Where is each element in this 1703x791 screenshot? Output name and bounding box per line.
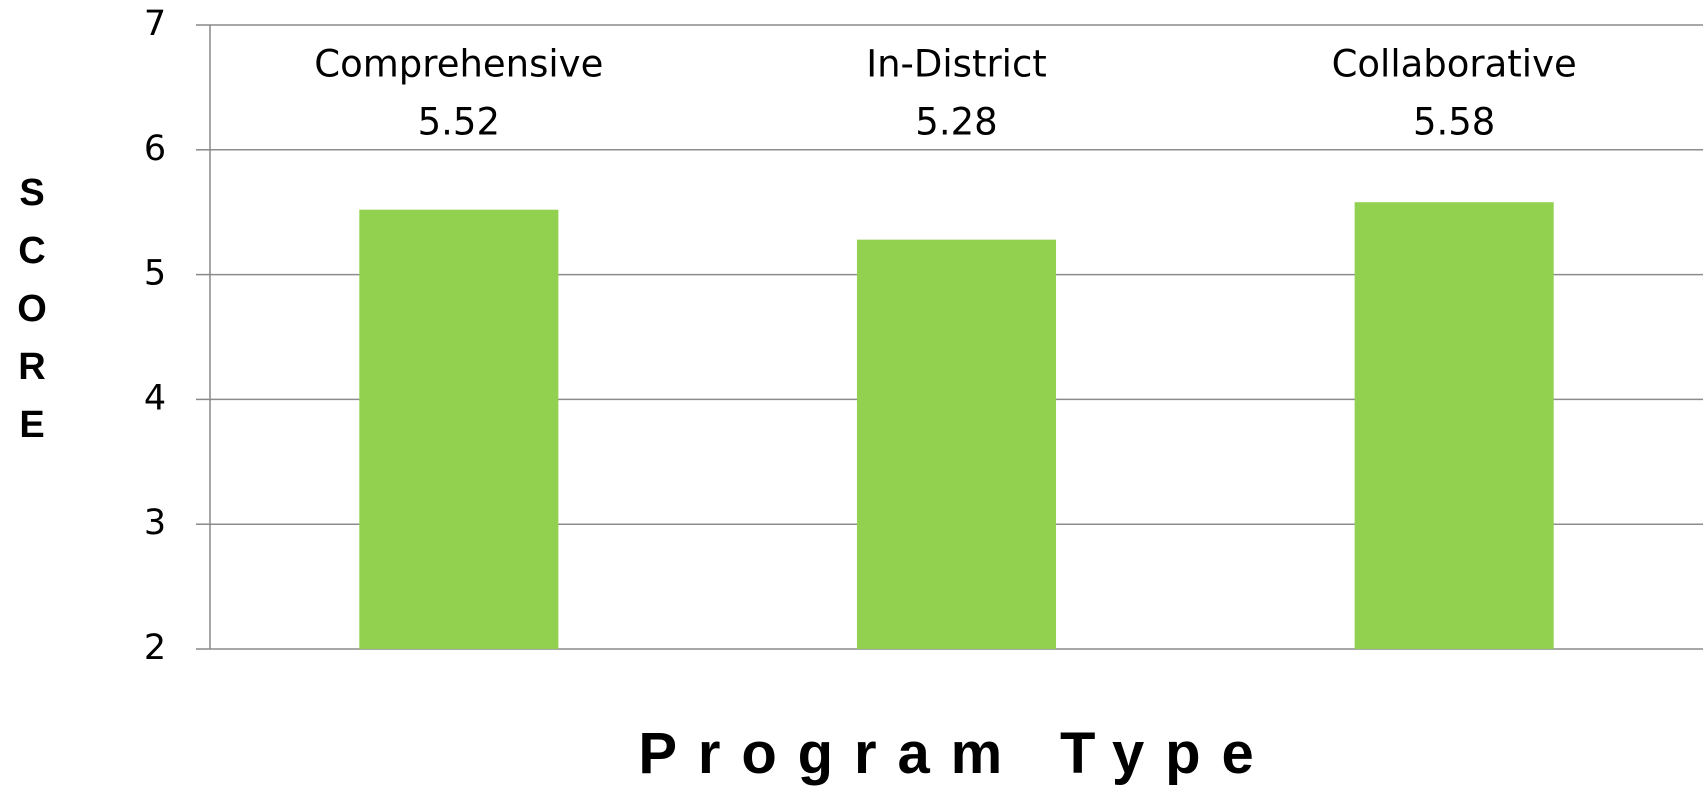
data-label: 5.58 [1413, 101, 1495, 144]
y-tick-label: 2 [144, 628, 166, 668]
bar [359, 209, 559, 650]
category-label: Collaborative [1332, 43, 1577, 86]
y-tick-label: 3 [144, 503, 166, 543]
bar [1354, 202, 1554, 649]
x-axis-label: Program Type [638, 721, 1275, 786]
y-tick-label: 6 [144, 129, 166, 169]
y-tick-label: 7 [144, 4, 166, 44]
category-label: In-District [866, 43, 1047, 86]
bar [856, 239, 1057, 649]
y-axis-label: SCORE [17, 172, 47, 446]
data-label: 5.28 [915, 101, 997, 144]
category-label: Comprehensive [314, 43, 603, 86]
data-label: 5.52 [418, 101, 500, 144]
y-tick-label: 4 [144, 378, 166, 418]
y-tick-label: 5 [144, 254, 166, 294]
